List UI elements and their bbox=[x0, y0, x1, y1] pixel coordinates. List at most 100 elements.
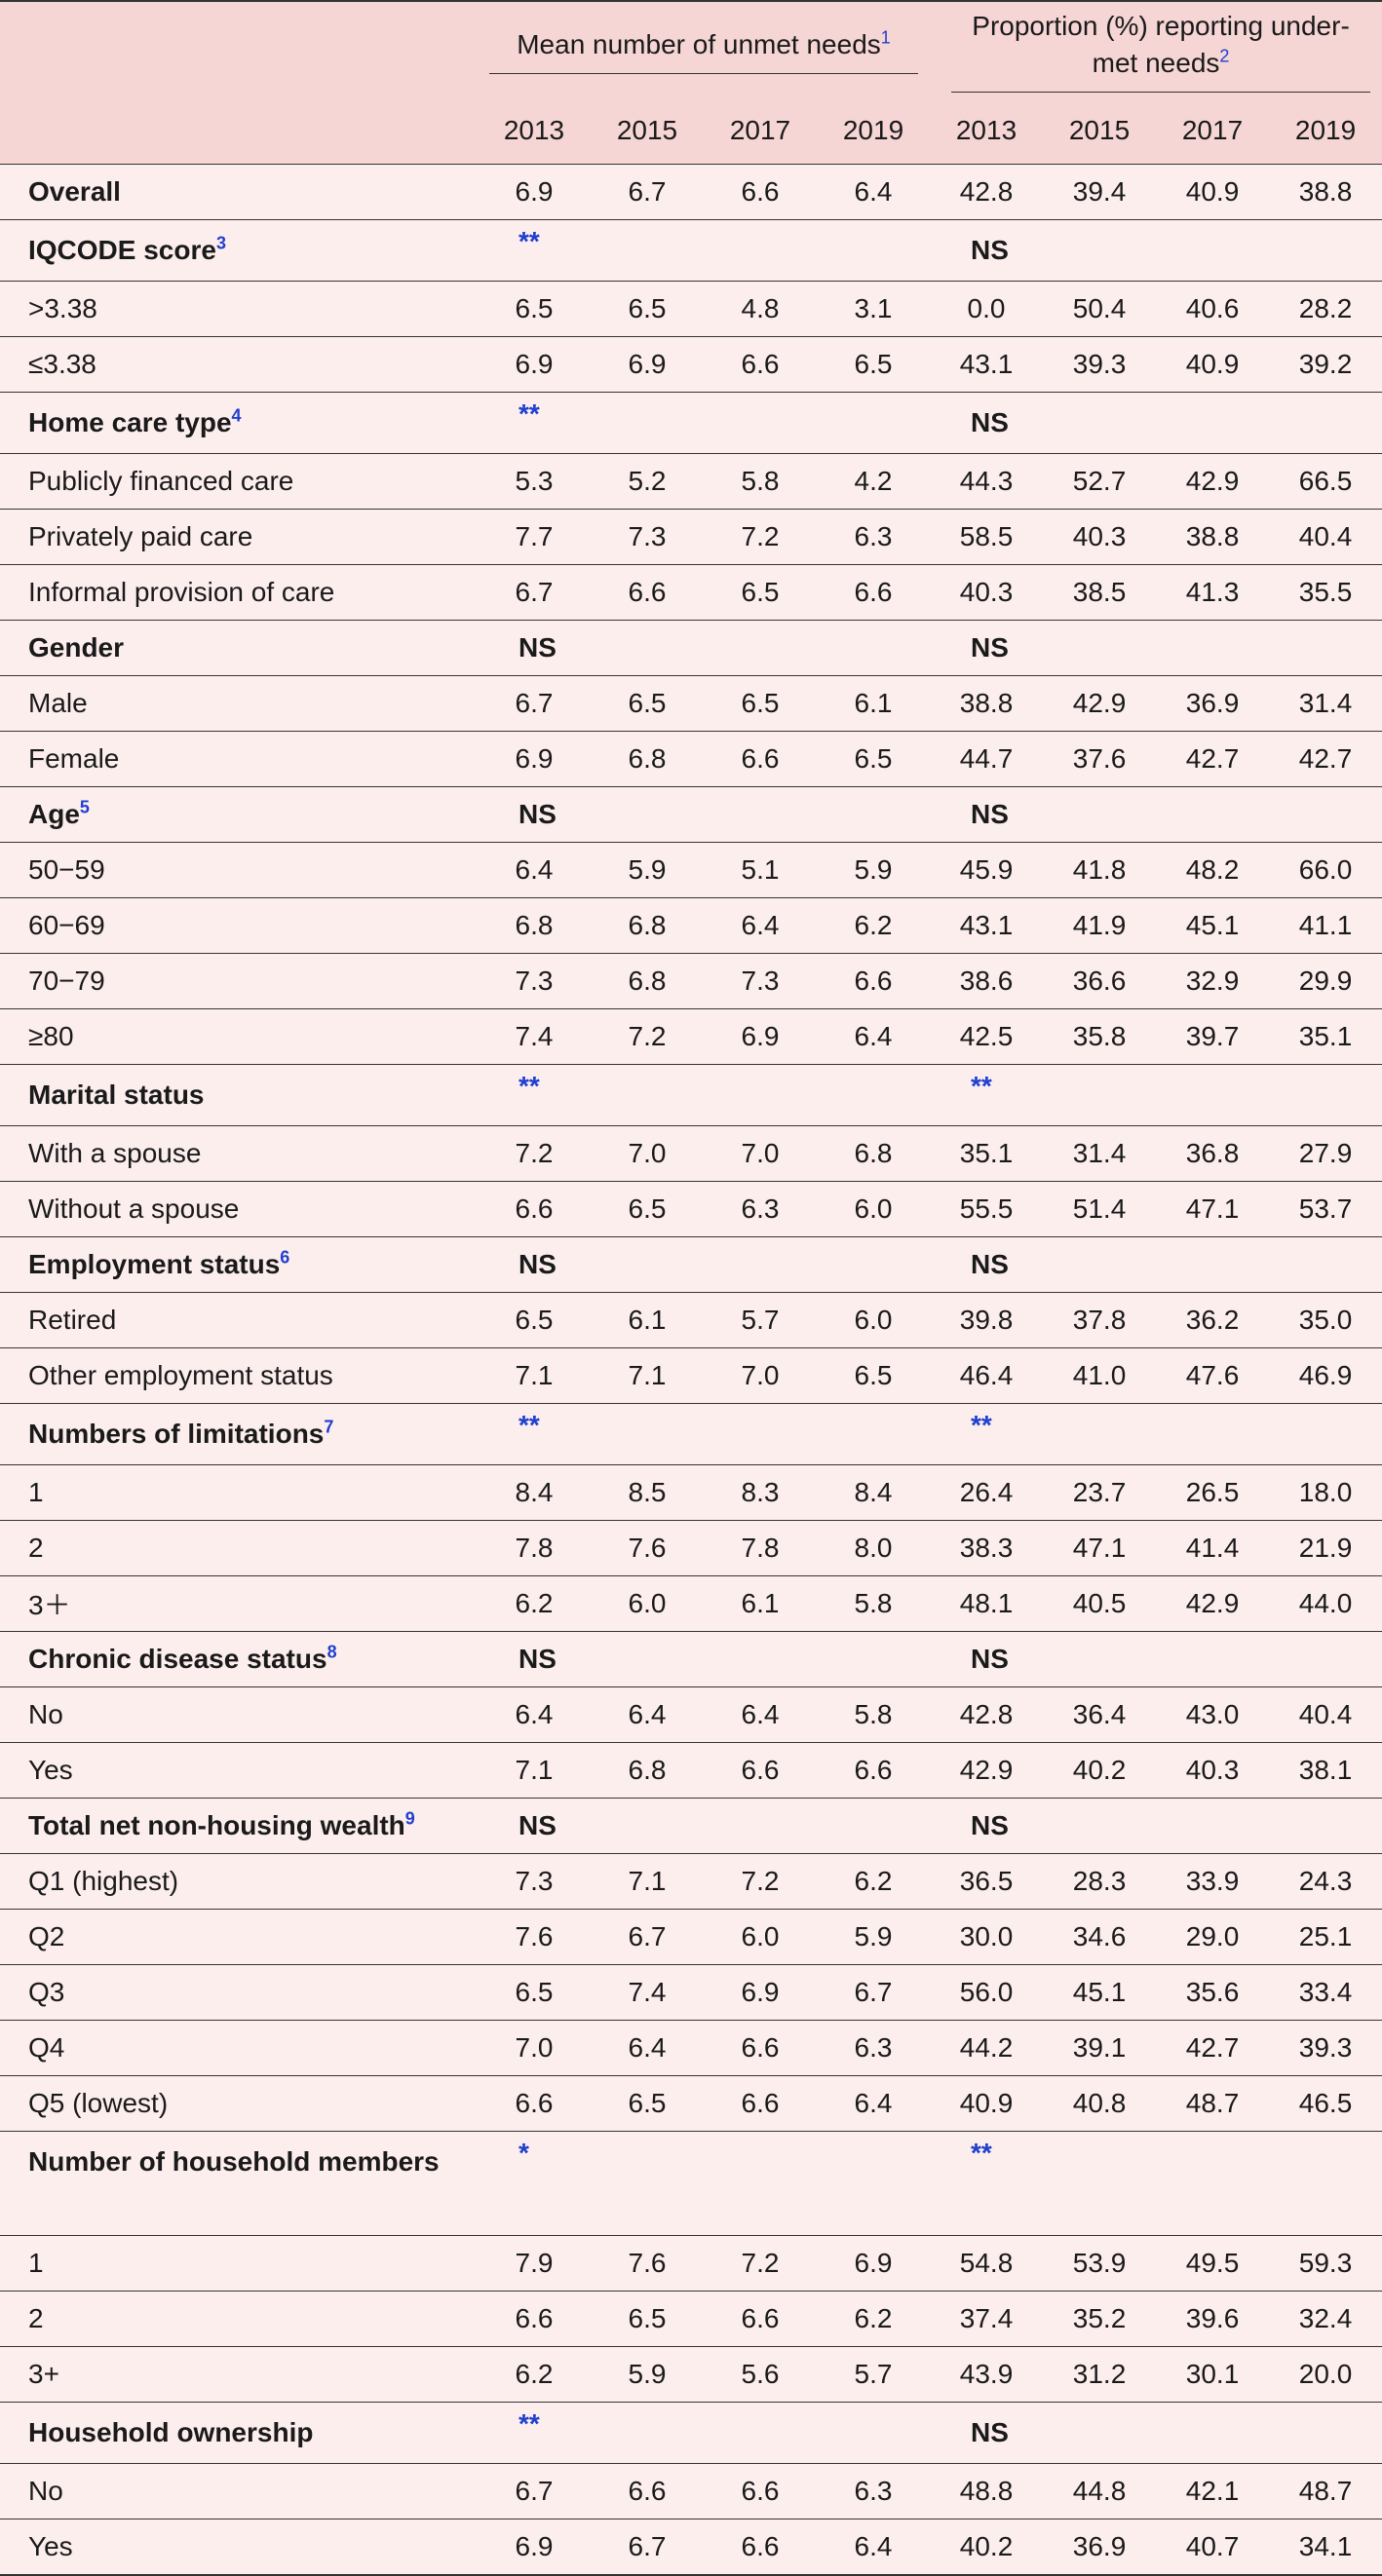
value-cell: 40.2 bbox=[1043, 1742, 1157, 1799]
value-cell: 6.5 bbox=[591, 2075, 704, 2132]
table-row: ≤3.38 6.9 6.9 6.6 6.5 43.1 39.3 40.9 39.2 bbox=[0, 336, 1382, 393]
footnote-ref: 1 bbox=[880, 27, 891, 48]
value-cell: 7.0 bbox=[704, 1125, 817, 1182]
value-cell: 27.9 bbox=[1269, 1125, 1382, 1182]
table-row: ≥80 7.4 7.2 6.9 6.4 42.5 35.8 39.7 35.1 bbox=[0, 1008, 1382, 1065]
value-cell: 6.9 bbox=[817, 2235, 931, 2292]
value-cell: 6.3 bbox=[817, 2463, 931, 2519]
year-header: 2015 bbox=[1043, 97, 1157, 165]
row-label: Age5 bbox=[0, 786, 478, 843]
value-cell: 39.3 bbox=[1043, 336, 1157, 393]
value-cell: 6.8 bbox=[817, 1125, 931, 1182]
row-label-text: Male bbox=[28, 688, 88, 718]
row-label: Marital status bbox=[0, 1064, 478, 1126]
value-cell: 40.3 bbox=[930, 564, 1044, 621]
row-label: Household ownership bbox=[0, 2402, 478, 2464]
value-cell: 39.4 bbox=[1043, 164, 1157, 220]
value-cell: 39.7 bbox=[1156, 1008, 1270, 1065]
value-cell: 8.4 bbox=[478, 1464, 591, 1521]
header-group-proportion-text: Proportion (%) reporting under-met needs bbox=[972, 10, 1350, 78]
row-label-text: 1 bbox=[28, 2248, 44, 2278]
table-row: 1 8.4 8.5 8.3 8.4 26.4 23.7 26.5 18.0 bbox=[0, 1464, 1382, 1521]
footnote-ref: 8 bbox=[326, 1642, 337, 1662]
value-cell: 59.3 bbox=[1269, 2235, 1382, 2292]
row-label: Home care type4 bbox=[0, 392, 478, 454]
row-label-text: Marital status bbox=[28, 1080, 205, 1110]
value-cell: 7.1 bbox=[478, 1347, 591, 1404]
value-cell: 6.2 bbox=[817, 2291, 931, 2347]
value-cell: 6.4 bbox=[817, 2075, 931, 2132]
value-cell: 6.2 bbox=[478, 1575, 591, 1632]
value-cell: 6.6 bbox=[704, 2020, 817, 2076]
value-cell: 8.0 bbox=[817, 1520, 931, 1576]
value-cell: 28.2 bbox=[1269, 281, 1382, 337]
value-cell: 35.8 bbox=[1043, 1008, 1157, 1065]
value-cell: 8.4 bbox=[817, 1464, 931, 1521]
value-cell: 6.4 bbox=[704, 1686, 817, 1743]
value-cell: 6.6 bbox=[817, 953, 931, 1009]
value-cell: 6.1 bbox=[704, 1575, 817, 1632]
value-cell: 6.4 bbox=[591, 2020, 704, 2076]
value-cell: 28.3 bbox=[1043, 1853, 1157, 1910]
table-row: No 6.4 6.4 6.4 5.8 42.8 36.4 43.0 40.4 bbox=[0, 1686, 1382, 1743]
value-cell: 42.5 bbox=[930, 1008, 1044, 1065]
row-label-text: Q4 bbox=[28, 2032, 65, 2063]
significance-mean: * bbox=[478, 2131, 931, 2236]
value-cell: 6.3 bbox=[817, 509, 931, 565]
value-cell: 38.8 bbox=[930, 675, 1044, 732]
value-cell: 48.2 bbox=[1156, 842, 1270, 898]
value-cell: 37.8 bbox=[1043, 1292, 1157, 1348]
table-row: Privately paid care 7.7 7.3 7.2 6.3 58.5 40.3 3… bbox=[0, 509, 1382, 565]
value-cell: 46.9 bbox=[1269, 1347, 1382, 1404]
value-cell: 6.9 bbox=[591, 336, 704, 393]
row-label: ≥80 bbox=[0, 1008, 478, 1065]
value-cell: 34.1 bbox=[1269, 2519, 1382, 2576]
value-cell: 6.5 bbox=[817, 1347, 931, 1404]
significance-proportion: NS bbox=[930, 1798, 1382, 1854]
value-cell: 47.6 bbox=[1156, 1347, 1270, 1404]
table-row: Q5 (lowest) 6.6 6.5 6.6 6.4 40.9 40.8 48.7 46.5 bbox=[0, 2075, 1382, 2132]
significance-mean: ** bbox=[478, 219, 931, 282]
value-cell: 6.7 bbox=[817, 1964, 931, 2021]
value-cell: 7.2 bbox=[704, 509, 817, 565]
header-blank bbox=[0, 97, 478, 165]
value-cell: 37.4 bbox=[930, 2291, 1044, 2347]
value-cell: 6.7 bbox=[478, 564, 591, 621]
value-cell: 6.6 bbox=[591, 564, 704, 621]
value-cell: 6.4 bbox=[817, 164, 931, 220]
value-cell: 6.0 bbox=[704, 1909, 817, 1965]
table-row: No 6.7 6.6 6.6 6.3 48.8 44.8 42.1 48.7 bbox=[0, 2463, 1382, 2519]
value-cell: 36.9 bbox=[1156, 675, 1270, 732]
value-cell: 40.4 bbox=[1269, 509, 1382, 565]
value-cell: 42.9 bbox=[1156, 1575, 1270, 1632]
row-label-text: Age bbox=[28, 799, 80, 829]
value-cell: 66.0 bbox=[1269, 842, 1382, 898]
value-cell: 47.1 bbox=[1043, 1520, 1157, 1576]
value-cell: 6.4 bbox=[704, 897, 817, 954]
value-cell: 6.9 bbox=[704, 1008, 817, 1065]
value-cell: 6.6 bbox=[704, 1742, 817, 1799]
value-cell: 7.2 bbox=[591, 1008, 704, 1065]
significance-proportion: NS bbox=[930, 1236, 1382, 1293]
row-label-text: Yes bbox=[28, 2531, 73, 2561]
row-label-text: 3＋ bbox=[28, 1590, 71, 1620]
year-header: 2019 bbox=[1269, 97, 1382, 165]
value-cell: 7.6 bbox=[591, 1520, 704, 1576]
row-label-text: Household ownership bbox=[28, 2417, 314, 2447]
table-row: 2 6.6 6.5 6.6 6.2 37.4 35.2 39.6 32.4 bbox=[0, 2291, 1382, 2347]
value-cell: 31.4 bbox=[1269, 675, 1382, 732]
row-label: Retired bbox=[0, 1292, 478, 1348]
row-label: 50−59 bbox=[0, 842, 478, 898]
value-cell: 6.4 bbox=[817, 2519, 931, 2576]
value-cell: 5.2 bbox=[591, 453, 704, 510]
row-label: Without a spouse bbox=[0, 1181, 478, 1237]
table-row: 60−69 6.8 6.8 6.4 6.2 43.1 41.9 45.1 41.1 bbox=[0, 897, 1382, 954]
row-label: Q4 bbox=[0, 2020, 478, 2076]
row-label-text: 50−59 bbox=[28, 854, 105, 885]
value-cell: 36.8 bbox=[1156, 1125, 1270, 1182]
row-label-text: IQCODE score bbox=[28, 235, 216, 265]
value-cell: 5.7 bbox=[704, 1292, 817, 1348]
value-cell: 6.5 bbox=[591, 1181, 704, 1237]
value-cell: 35.2 bbox=[1043, 2291, 1157, 2347]
value-cell: 7.6 bbox=[591, 2235, 704, 2292]
